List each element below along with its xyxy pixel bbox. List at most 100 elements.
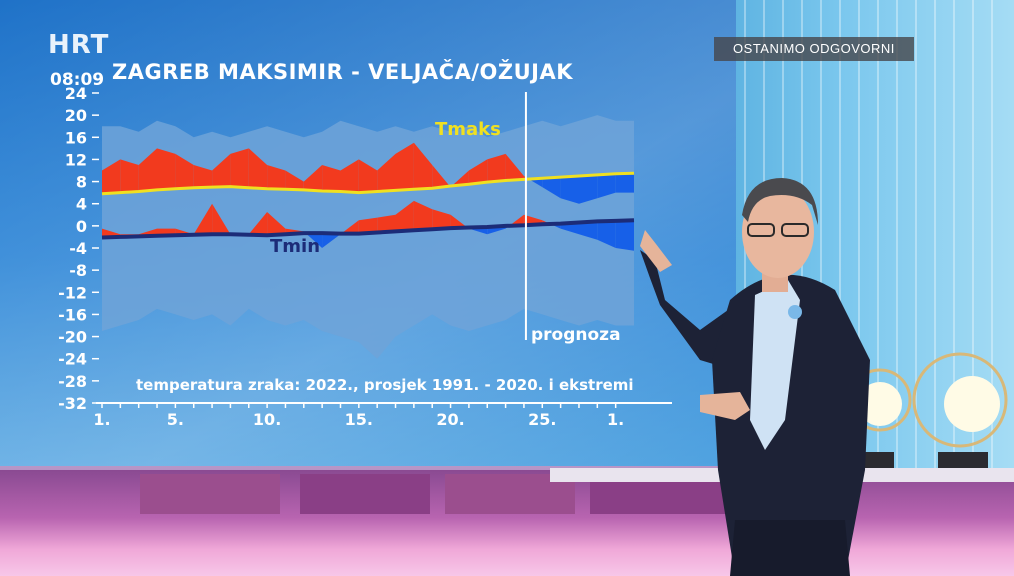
tmax-above-average-area <box>413 142 433 190</box>
curtain-stripe <box>877 0 879 520</box>
forecast-label: prognoza <box>531 325 621 345</box>
tmin-below-average-area <box>560 222 579 235</box>
channel-logo-text: HRT <box>48 30 110 60</box>
presenter-glasses <box>747 223 775 237</box>
curtain-stripe <box>820 0 822 520</box>
curtain-stripe <box>972 0 974 520</box>
presenter-pin <box>788 305 802 319</box>
tmin-average-line <box>101 218 635 240</box>
tmax-below-average-area <box>597 173 616 199</box>
tmax-above-average-area <box>267 165 286 190</box>
tmaks-label: Tmaks <box>435 119 501 140</box>
presenter-pointing-hand <box>640 230 672 272</box>
y-tick-label: -24 <box>58 350 87 369</box>
y-tick-label: -28 <box>58 372 87 391</box>
curtain-stripe <box>991 0 993 520</box>
tmin-above-average-area <box>432 209 451 230</box>
tmin-below-average-area <box>615 220 634 251</box>
lamp-bulb <box>858 382 902 426</box>
tmax-above-average-area <box>157 148 176 190</box>
y-tick-label: 16 <box>65 128 87 147</box>
x-tick-label: 15. <box>345 410 373 429</box>
tmin-above-average-area <box>413 200 433 231</box>
curtain-stripe <box>953 0 955 520</box>
y-tick-label: 12 <box>65 150 87 169</box>
tmin-label: Tmin <box>270 236 320 257</box>
tmax-above-average-area <box>102 159 121 194</box>
y-tick-label: 20 <box>65 106 87 125</box>
presenter-hair <box>742 178 818 225</box>
tmax-above-average-area <box>193 165 213 188</box>
y-tick-label: -20 <box>58 328 87 347</box>
y-tick-label: -32 <box>58 394 87 413</box>
y-tick-label: 0 <box>76 217 87 236</box>
tmax-above-average-area <box>505 153 524 181</box>
tmax-above-average-area <box>248 148 268 189</box>
tmax-above-average-area <box>285 170 304 190</box>
tmin-below-average-area <box>322 233 341 248</box>
x-tick-label: 10. <box>253 410 281 429</box>
tmax-above-average-area <box>138 148 157 192</box>
tmax-above-average-area <box>395 142 414 191</box>
tmax-above-average-area <box>340 159 359 193</box>
tmaks-average-line <box>101 171 635 196</box>
curtain-stripe <box>744 0 746 520</box>
tmin-above-average-area <box>377 214 396 233</box>
tmax-below-average-area <box>560 176 579 204</box>
tmin-above-average-area <box>248 212 268 236</box>
floor-panel <box>300 474 430 514</box>
channel-logo: HRT <box>48 30 134 64</box>
tmin-above-average-area <box>212 203 231 235</box>
tmax-above-average-area <box>230 148 249 188</box>
tmin-above-average-area <box>341 220 359 234</box>
campaign-badge: OSTANIMO ODGOVORNI <box>714 37 914 61</box>
x-tick-label: 1. <box>607 410 624 429</box>
broadcast-clock: 08:09 <box>50 70 105 90</box>
curtain-stripe <box>896 0 898 520</box>
y-tick-label: 24 <box>65 84 87 103</box>
presenter-face <box>742 186 814 278</box>
curtain-stripe <box>839 0 841 520</box>
tmax-above-average-area <box>468 159 488 185</box>
tmin-above-average-area <box>450 214 468 229</box>
tmax-above-average-area <box>487 153 506 183</box>
tmax-above-average-area <box>175 153 194 189</box>
presenter-glasses <box>781 223 809 237</box>
chart-title: ZAGREB MAKSIMIR - VELJAČA/OŽUJAK <box>112 60 573 84</box>
tmax-above-average-area <box>212 153 231 188</box>
tmax-above-average-area <box>303 165 323 191</box>
x-tick-label: 20. <box>436 410 464 429</box>
presenter-shirt <box>750 280 800 450</box>
weather-chart-screen: 24 20 16 12 8 4 0 -4 -8 -12 -16 -20 -24 -28 -32 1. 5. 10.… <box>0 0 736 466</box>
tmax-below-average-area <box>528 178 543 188</box>
curtain-stripe <box>858 0 860 520</box>
floor-panel <box>140 474 280 514</box>
tmin-below-average-area <box>579 221 598 240</box>
y-tick-label: -8 <box>69 261 87 280</box>
curtain-stripe <box>915 0 917 520</box>
tmax-above-average-area <box>377 153 396 192</box>
tmax-above-average-area <box>451 170 469 186</box>
tmax-above-average-area <box>432 165 450 189</box>
x-tick-label: 1. <box>93 410 110 429</box>
y-tick-label: -4 <box>69 239 87 258</box>
tmin-above-average-area <box>193 203 213 235</box>
curtain-stripe <box>934 0 936 520</box>
tmax-below-average-area <box>579 174 598 204</box>
tmax-below-average-area <box>615 173 634 193</box>
tmin-above-average-area <box>395 200 414 232</box>
presenter-raised-arm <box>640 250 742 372</box>
tmin-above-average-area <box>358 217 378 234</box>
presenter-jacket <box>712 274 870 576</box>
y-tick-label: -16 <box>58 305 87 324</box>
tmin-above-average-area <box>509 214 524 226</box>
y-tick-label: 4 <box>76 195 87 214</box>
tmax-below-average-area <box>542 177 561 199</box>
tmin-below-average-area <box>305 233 323 248</box>
tmin-above-average-area <box>267 212 286 236</box>
lamp-base <box>938 452 988 468</box>
presenter-trousers <box>730 520 850 576</box>
lamp-base <box>860 452 894 468</box>
tmax-above-average-area <box>120 159 139 193</box>
